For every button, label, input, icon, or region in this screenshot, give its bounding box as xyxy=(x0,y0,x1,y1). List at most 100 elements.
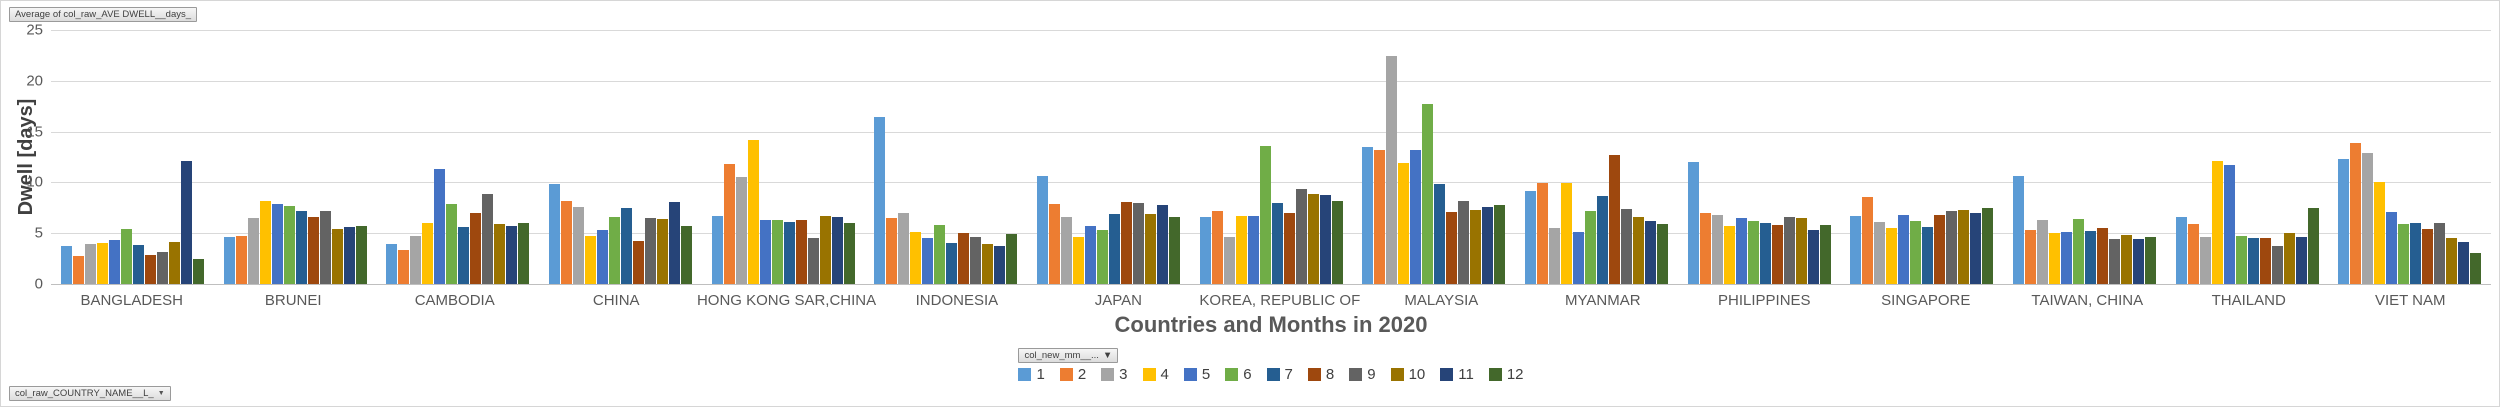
bar xyxy=(96,243,108,284)
x-axis-label: THAILAND xyxy=(2211,292,2286,309)
country-group xyxy=(2166,30,2329,284)
legend-swatch-icon xyxy=(1307,368,1321,381)
bar xyxy=(446,203,458,284)
bar xyxy=(259,200,271,284)
legend-item: 11 xyxy=(1440,366,1474,383)
x-axis-labels: BANGLADESH BRUNEI CAMBODIA CHINA HONG KONG S… xyxy=(51,292,2491,309)
bar xyxy=(1295,188,1307,284)
bar xyxy=(735,177,747,284)
bar xyxy=(2223,165,2235,284)
bar xyxy=(795,220,807,284)
value-field-button[interactable]: Average of col_raw_AVE DWELL__days_ xyxy=(9,7,198,22)
x-axis-label: KOREA, REPUBLIC OF xyxy=(1199,292,1361,309)
bar xyxy=(343,227,355,284)
bar xyxy=(1422,104,1434,284)
y-tick-label: 15 xyxy=(26,123,43,141)
bar xyxy=(1048,203,1060,284)
bar xyxy=(1970,212,1982,284)
legend-label: 12 xyxy=(1506,366,1524,383)
chart-title: Countries and Months in 2020 xyxy=(1114,312,1428,337)
bar xyxy=(2144,237,2156,284)
legend-item: 4 xyxy=(1142,366,1169,383)
bar xyxy=(1283,212,1295,284)
bar xyxy=(656,219,668,284)
bar xyxy=(874,117,886,284)
bar xyxy=(2470,252,2482,284)
bar xyxy=(2410,223,2422,284)
bar xyxy=(458,227,470,284)
bar xyxy=(1898,214,1910,284)
bar xyxy=(1319,194,1331,284)
legend-item: 3 xyxy=(1101,366,1128,383)
legend-swatch-icon xyxy=(1059,368,1073,381)
bar xyxy=(235,236,247,284)
bar xyxy=(1536,183,1548,284)
gridline xyxy=(51,80,2491,82)
legend-label: 4 xyxy=(1160,366,1169,383)
bar xyxy=(1036,176,1048,284)
bar xyxy=(434,169,446,284)
bar xyxy=(747,139,759,284)
legend-swatch-icon xyxy=(1266,368,1280,381)
bar xyxy=(156,251,168,284)
legend-label: 5 xyxy=(1201,366,1211,383)
legend-label: 11 xyxy=(1458,366,1474,383)
legend-swatch-icon xyxy=(1142,368,1156,381)
bar xyxy=(2434,223,2446,284)
legend-swatch-icon xyxy=(1349,368,1363,381)
bar xyxy=(1548,228,1560,284)
bar xyxy=(1644,221,1656,284)
bar xyxy=(355,226,367,284)
bar xyxy=(2362,152,2374,284)
bar xyxy=(1711,214,1723,284)
country-group xyxy=(1027,30,1190,284)
country-group xyxy=(864,30,1027,284)
plot-area xyxy=(51,30,2491,285)
bar xyxy=(223,237,235,284)
bar xyxy=(668,201,680,284)
x-axis-label: CAMBODIA xyxy=(414,292,495,309)
country-group xyxy=(539,30,702,284)
bar xyxy=(1060,216,1072,284)
legend-item: 12 xyxy=(1488,366,1524,383)
bar xyxy=(1374,149,1386,284)
bar xyxy=(1982,207,1994,284)
gridline xyxy=(51,182,2491,184)
bar xyxy=(898,212,910,284)
bar xyxy=(180,161,192,284)
legend-label: 10 xyxy=(1408,366,1426,383)
legend-swatch-icon xyxy=(1225,368,1239,381)
bar xyxy=(1946,210,1958,284)
x-axis-label: MALAYSIA xyxy=(1404,292,1479,309)
chevron-down-icon: ▼ xyxy=(157,390,165,397)
bar xyxy=(2422,229,2434,284)
legend-field-button[interactable]: col_new_mm__... ▼ xyxy=(1018,348,1119,363)
bar xyxy=(831,216,843,284)
bar xyxy=(2259,238,2271,284)
bar xyxy=(807,238,819,284)
legend-swatch-icon xyxy=(1390,368,1404,381)
bar xyxy=(1410,149,1422,284)
bar xyxy=(2012,176,2024,284)
bar xyxy=(1584,210,1596,284)
bar xyxy=(1247,215,1259,284)
y-tick-label: 5 xyxy=(34,224,43,242)
legend-label: 6 xyxy=(1243,366,1252,383)
bar xyxy=(2446,238,2458,284)
bar xyxy=(982,244,994,284)
bar xyxy=(1362,146,1374,284)
bar xyxy=(1211,210,1223,284)
bar xyxy=(470,212,482,284)
bar xyxy=(1620,208,1632,284)
bar xyxy=(1168,216,1180,284)
legend-item: 2 xyxy=(1059,366,1086,383)
bar xyxy=(632,241,644,284)
bar xyxy=(1699,212,1711,284)
axis-field-button[interactable]: col_raw_COUNTRY_NAME__L_ ▼ xyxy=(9,386,171,401)
legend-label: 1 xyxy=(1036,366,1045,383)
bar xyxy=(2048,233,2060,284)
bar xyxy=(1862,196,1874,284)
bar xyxy=(2199,237,2211,284)
bar xyxy=(644,218,656,284)
bar xyxy=(168,242,180,284)
